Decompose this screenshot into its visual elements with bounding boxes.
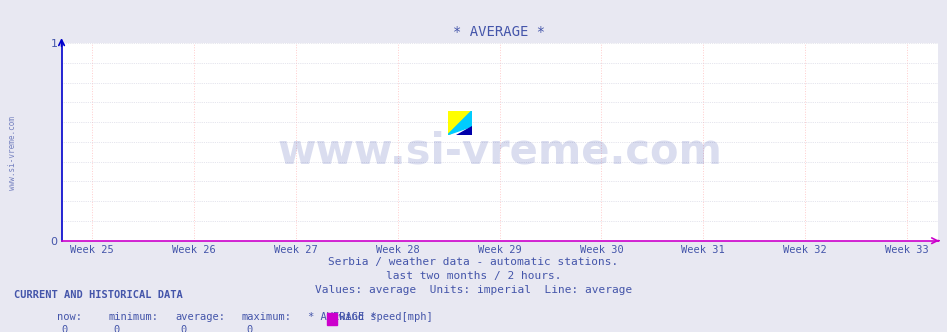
Text: Values: average  Units: imperial  Line: average: Values: average Units: imperial Line: av…: [314, 285, 633, 295]
Text: wind speed[mph]: wind speed[mph]: [339, 312, 433, 322]
Text: last two months / 2 hours.: last two months / 2 hours.: [385, 271, 562, 281]
Text: www.si-vreme.com: www.si-vreme.com: [8, 116, 17, 190]
Polygon shape: [456, 126, 472, 135]
Text: minimum:: minimum:: [109, 312, 159, 322]
Text: www.si-vreme.com: www.si-vreme.com: [277, 131, 722, 173]
Text: maximum:: maximum:: [241, 312, 292, 322]
Polygon shape: [448, 111, 472, 135]
Text: CURRENT AND HISTORICAL DATA: CURRENT AND HISTORICAL DATA: [14, 290, 183, 300]
Text: 0: 0: [114, 325, 120, 332]
Text: * AVERAGE *: * AVERAGE *: [308, 312, 377, 322]
Text: 0: 0: [246, 325, 253, 332]
Text: Serbia / weather data - automatic stations.: Serbia / weather data - automatic statio…: [329, 257, 618, 267]
Text: 0: 0: [180, 325, 187, 332]
Text: average:: average:: [175, 312, 225, 322]
Title: * AVERAGE *: * AVERAGE *: [454, 25, 545, 39]
Text: 0: 0: [62, 325, 68, 332]
Text: now:: now:: [57, 312, 81, 322]
Polygon shape: [448, 111, 472, 135]
